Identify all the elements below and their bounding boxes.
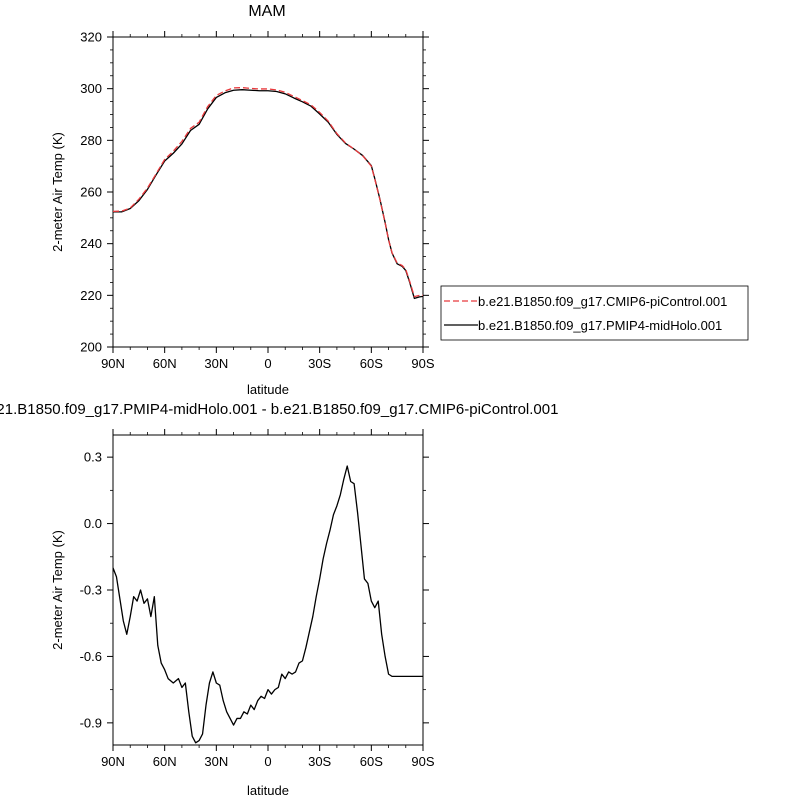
bottom-series-line-0 (112, 465, 423, 744)
top-y-tick-label: 320 (80, 30, 102, 45)
bottom-x-tick-label: 30S (308, 754, 331, 769)
top-x-tick-label: 30N (204, 356, 228, 371)
top-title: MAM (248, 3, 285, 20)
top-series-line-1 (113, 89, 424, 300)
bottom-x-axis: 90N 60N 30N 0 30S 60S 90S (101, 429, 435, 769)
legend-label-1: b.e21.B1850.f09_g17.PMIP4-midHolo.001 (478, 318, 722, 333)
bottom-y-axis: -0.9 -0.6 -0.3 0.0 0.3 (80, 450, 429, 730)
top-xlabel: latitude (247, 382, 289, 397)
top-x-axis: 90N 60N 30N 0 30S 60S 90S (101, 31, 435, 371)
top-ylabel: 2-meter Air Temp (K) (50, 132, 65, 252)
top-x-tick-label: 90S (411, 356, 434, 371)
bottom-y-tick-label: 0.0 (84, 516, 102, 531)
top-series-lines (112, 86, 424, 300)
bottom-y-tick-label: -0.6 (80, 649, 102, 664)
bottom-x-tick-label: 60S (360, 754, 383, 769)
top-y-tick-label: 300 (80, 81, 102, 96)
bottom-plot-frame (112, 434, 424, 746)
top-y-tick-label: 260 (80, 185, 102, 200)
top-x-tick-label: 60S (360, 356, 383, 371)
bottom-panel: b.e21.B1850.f09_g17.PMIP4-midHolo.001 - … (0, 401, 558, 798)
bottom-x-tick-label: 90S (411, 754, 434, 769)
top-y-tick-label: 240 (80, 236, 102, 251)
bottom-y-tick-label: -0.9 (80, 715, 102, 730)
top-y-tick-label: 280 (80, 133, 102, 148)
bottom-y-tick-label: -0.3 (80, 583, 102, 598)
top-series-line-0 (112, 86, 423, 298)
legend-label-0: b.e21.B1850.f09_g17.CMIP6-piControl.001 (478, 294, 727, 309)
bottom-ylabel: 2-meter Air Temp (K) (50, 530, 65, 650)
top-y-axis: 200 220 240 260 280 300 320 (80, 30, 429, 355)
bottom-x-tick-label: 60N (153, 754, 177, 769)
top-plot-frame (112, 36, 424, 348)
bottom-xlabel: latitude (247, 783, 289, 798)
top-x-tick-label: 0 (264, 356, 271, 371)
bottom-x-tick-label: 90N (101, 754, 125, 769)
bottom-series-lines (112, 465, 423, 744)
legend: b.e21.B1850.f09_g17.CMIP6-piControl.001 … (440, 285, 749, 341)
legend-box (440, 285, 749, 341)
bottom-y-tick-label: 0.3 (84, 450, 102, 465)
bottom-x-tick-label: 0 (264, 754, 271, 769)
bottom-title: b.e21.B1850.f09_g17.PMIP4-midHolo.001 - … (0, 401, 558, 418)
top-panel: MAM 90N 60N 30N 0 30S 60S 90S 200 220 240 260 280 3… (50, 3, 749, 397)
top-y-tick-label: 220 (80, 288, 102, 303)
top-x-tick-label: 60N (153, 356, 177, 371)
top-y-tick-label: 200 (80, 340, 102, 355)
top-x-tick-label: 30S (308, 356, 331, 371)
bottom-x-tick-label: 30N (204, 754, 228, 769)
top-x-tick-label: 90N (101, 356, 125, 371)
